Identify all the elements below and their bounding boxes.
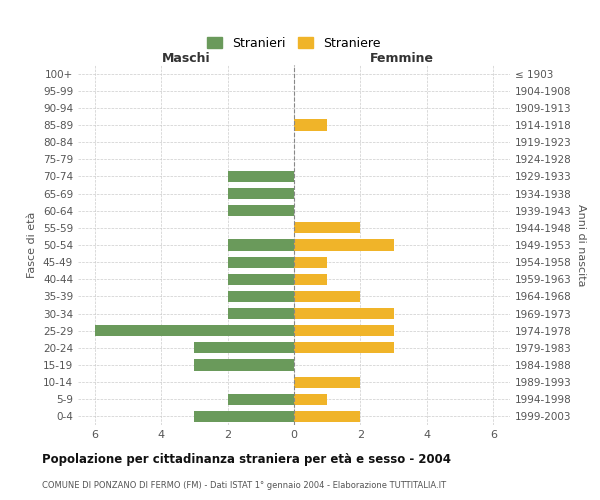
- Bar: [227, 308, 294, 319]
- Text: Popolazione per cittadinanza straniera per età e sesso - 2004: Popolazione per cittadinanza straniera p…: [42, 452, 451, 466]
- Bar: [294, 120, 327, 130]
- Bar: [194, 411, 294, 422]
- Bar: [95, 325, 294, 336]
- Text: COMUNE DI PONZANO DI FERMO (FM) - Dati ISTAT 1° gennaio 2004 - Elaborazione TUTT: COMUNE DI PONZANO DI FERMO (FM) - Dati I…: [42, 480, 446, 490]
- Bar: [227, 274, 294, 285]
- Bar: [227, 394, 294, 405]
- Bar: [194, 342, 294, 353]
- Bar: [294, 411, 361, 422]
- Bar: [227, 256, 294, 268]
- Legend: Stranieri, Straniere: Stranieri, Straniere: [202, 32, 386, 54]
- Bar: [294, 376, 361, 388]
- Bar: [227, 291, 294, 302]
- Bar: [294, 222, 361, 234]
- Bar: [227, 188, 294, 199]
- Bar: [227, 171, 294, 182]
- Bar: [294, 274, 327, 285]
- Y-axis label: Fasce di età: Fasce di età: [28, 212, 37, 278]
- Bar: [227, 205, 294, 216]
- Bar: [294, 308, 394, 319]
- Bar: [294, 256, 327, 268]
- Text: Maschi: Maschi: [161, 52, 211, 65]
- Bar: [294, 342, 394, 353]
- Bar: [227, 240, 294, 250]
- Text: Femmine: Femmine: [370, 52, 434, 65]
- Bar: [294, 394, 327, 405]
- Bar: [194, 360, 294, 370]
- Bar: [294, 325, 394, 336]
- Bar: [294, 291, 361, 302]
- Bar: [294, 240, 394, 250]
- Y-axis label: Anni di nascita: Anni di nascita: [575, 204, 586, 286]
